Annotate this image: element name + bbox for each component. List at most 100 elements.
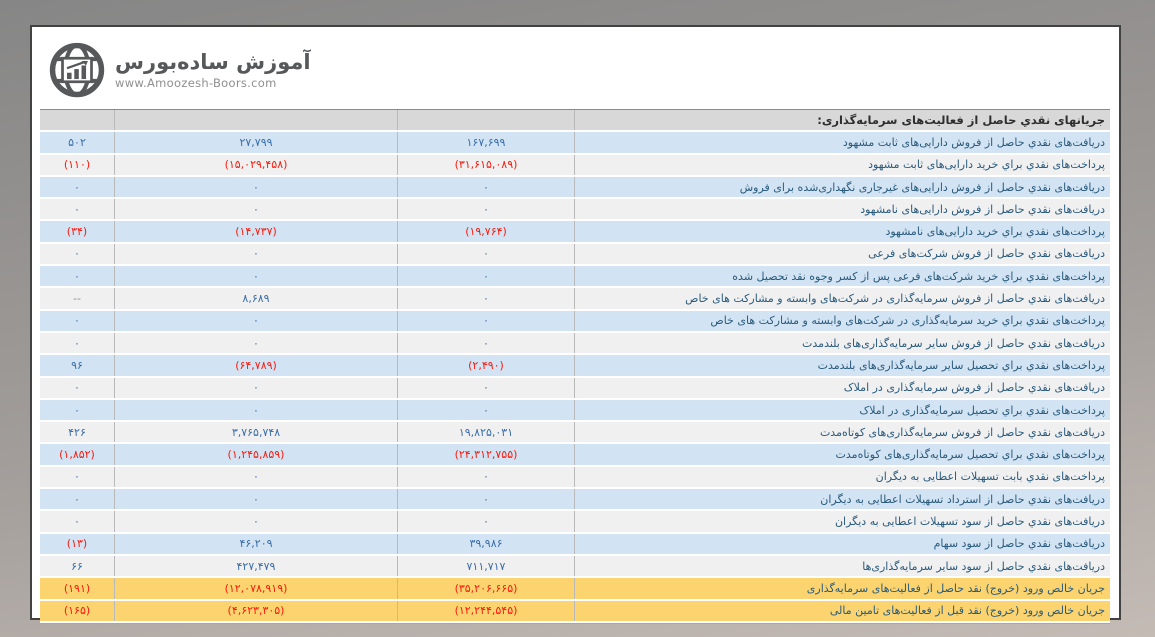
table-row: (۱۹۱) (۱۲,۰۷۸,۹۱۹) (۳۵,۲۰۶,۶۶۵) جریان خا…: [40, 578, 1110, 601]
value-cell-left: (۱۹۱): [40, 578, 115, 599]
value-cell-left: ۰: [40, 199, 115, 220]
table-row: ۴۲۶ ۳,۷۶۵,۷۴۸ ۱۹,۸۲۵,۰۳۱ دریافت‌های نقدي…: [40, 422, 1110, 445]
table-row: -- ۸,۶۸۹ ۰ دریافت‌های نقدي حاصل از فروش …: [40, 288, 1110, 311]
value-cell-right: (۲۴,۳۱۲,۷۵۵): [398, 444, 575, 465]
value-cell-right: (۳۵,۲۰۶,۶۶۵): [398, 578, 575, 599]
value-cell-middle: ۰: [115, 466, 398, 488]
value-cell-left: ۰: [40, 243, 115, 265]
value-cell-left: ۴۲۶: [40, 422, 115, 443]
table-row: (۱۳) ۴۶,۲۰۹ ۳۹,۹۸۶ دریافت‌های نقدي حاصل …: [40, 533, 1110, 556]
table-row: ۰ ۰ ۰ دریافت‌های نقدي حاصل از سود تسهیلا…: [40, 511, 1110, 534]
value-cell-right: ۰: [398, 489, 575, 510]
value-cell-right: ۰: [398, 288, 575, 309]
value-cell-middle: ۰: [115, 332, 398, 354]
value-cell-right: ۰: [398, 511, 575, 532]
row-label: پرداخت‌های نقدي براي خرید دارایی‌های ثاب…: [575, 154, 1110, 175]
value-cell-middle: (۱۵,۰۲۹,۴۵۸): [115, 154, 398, 175]
table-row: ۵۰۲ ۲۷,۷۹۹ ۱۶۷,۶۹۹ دریافت‌های نقدي حاصل …: [40, 132, 1110, 155]
value-cell-right: ۰: [398, 466, 575, 488]
value-cell-left: ۶۶: [40, 555, 115, 577]
value-cell-left: (۱۶۵): [40, 600, 115, 621]
row-label: پرداخت‌های نقدي براي خرید دارایی‌های نام…: [575, 221, 1110, 242]
value-cell-middle: ۴۲۷,۴۷۹: [115, 555, 398, 577]
table-row: (۳۴) (۱۴,۷۳۷) (۱۹,۷۶۴) پرداخت‌های نقدي ب…: [40, 221, 1110, 244]
site-logo: آموزش ساده‌بورس www.Amoozesh-Boors.com: [48, 41, 311, 99]
value-cell-right: (۳۱,۶۱۵,۰۸۹): [398, 154, 575, 175]
value-cell-middle: (۱۲,۰۷۸,۹۱۹): [115, 578, 398, 599]
table-body: ۵۰۲ ۲۷,۷۹۹ ۱۶۷,۶۹۹ دریافت‌های نقدي حاصل …: [40, 132, 1110, 623]
row-label: دریافت‌های نقدي حاصل از فروش شرکت‌های فر…: [575, 243, 1110, 265]
row-label: دریافت‌های نقدي حاصل از سود سهام: [575, 533, 1110, 554]
table-row: (۱,۸۵۲) (۱,۲۴۵,۸۵۹) (۲۴,۳۱۲,۷۵۵) پرداخت‌…: [40, 444, 1110, 467]
value-cell-left: (۱,۸۵۲): [40, 444, 115, 465]
value-cell-right: ۰: [398, 310, 575, 331]
table-row: (۱۶۵) (۴,۶۲۳,۳۰۵) (۱۲,۲۴۴,۵۴۵) جریان خال…: [40, 600, 1110, 623]
table-row: ۰ ۰ ۰ دریافت‌های نقدي حاصل از استرداد تس…: [40, 489, 1110, 512]
table-title: جریانهای نقدي حاصل از فعالیت‌های سرمایه‌…: [575, 110, 1110, 131]
row-label: دریافت‌های نقدي حاصل از سود سایر سرمایه‌…: [575, 555, 1110, 577]
row-label: دریافت‌های نقدي حاصل از فروش دارایی‌های …: [575, 199, 1110, 220]
value-cell-middle: ۰: [115, 199, 398, 220]
value-cell-middle: ۳,۷۶۵,۷۴۸: [115, 422, 398, 443]
value-cell-middle: (۱۴,۷۳۷): [115, 221, 398, 242]
value-cell-right: ۰: [398, 176, 575, 198]
table-row: ۰ ۰ ۰ دریافت‌های نقدي حاصل از فروش دارای…: [40, 176, 1110, 200]
value-cell-left: ۰: [40, 466, 115, 488]
row-label: دریافت‌های نقدي حاصل از فروش دارایی‌های …: [575, 176, 1110, 198]
row-label: جریان خالص ورود (خروج) نقد قبل از فعالیت…: [575, 600, 1110, 621]
header-cell-empty-2: [115, 110, 398, 131]
value-cell-middle: ۰: [115, 377, 398, 398]
row-label: دریافت‌های نقدي حاصل از فروش دارایی‌های …: [575, 132, 1110, 153]
value-cell-left: ۰: [40, 310, 115, 331]
value-cell-right: ۱۶۷,۶۹۹: [398, 132, 575, 153]
value-cell-left: ۰: [40, 176, 115, 198]
value-cell-middle: ۸,۶۸۹: [115, 288, 398, 309]
table-row: (۱۱۰) (۱۵,۰۲۹,۴۵۸) (۳۱,۶۱۵,۰۸۹) پرداخت‌ه…: [40, 154, 1110, 177]
value-cell-middle: (۶۴,۷۸۹): [115, 355, 398, 376]
value-cell-middle: (۱,۲۴۵,۸۵۹): [115, 444, 398, 465]
table-row: ۶۶ ۴۲۷,۴۷۹ ۷۱۱,۷۱۷ دریافت‌های نقدي حاصل …: [40, 555, 1110, 579]
value-cell-middle: ۰: [115, 489, 398, 510]
value-cell-left: (۱۳): [40, 533, 115, 554]
row-label: پرداخت‌های نقدي براي تحصیل سرمایه‌گذاری‌…: [575, 444, 1110, 465]
row-label: پرداخت‌های نقدي براي تحصیل سایر سرمایه‌گ…: [575, 355, 1110, 376]
row-label: دریافت‌های نقدي حاصل از فروش سرمایه‌گذار…: [575, 422, 1110, 443]
value-cell-right: (۱۹,۷۶۴): [398, 221, 575, 242]
report-sheet: آموزش ساده‌بورس www.Amoozesh-Boors.com ج…: [30, 25, 1121, 624]
table-header-row: جریانهای نقدي حاصل از فعالیت‌های سرمایه‌…: [40, 110, 1110, 133]
value-cell-left: ۹۶: [40, 355, 115, 376]
row-label: دریافت‌های نقدي حاصل از فروش سایر سرمایه…: [575, 332, 1110, 354]
value-cell-right: (۱۲,۲۴۴,۵۴۵): [398, 600, 575, 621]
value-cell-right: ۱۹,۸۲۵,۰۳۱: [398, 422, 575, 443]
value-cell-right: ۰: [398, 243, 575, 265]
header-cell-empty-1: [40, 110, 115, 131]
row-label: دریافت‌های نقدي حاصل از استرداد تسهیلات …: [575, 489, 1110, 510]
value-cell-middle: ۰: [115, 511, 398, 532]
logo-website-url: www.Amoozesh-Boors.com: [115, 76, 277, 91]
value-cell-left: ۰: [40, 399, 115, 421]
table-row: ۰ ۰ ۰ دریافت‌های نقدي حاصل از فروش دارای…: [40, 199, 1110, 222]
row-label: جریان خالص ورود (خروج) نقد حاصل از فعالی…: [575, 578, 1110, 599]
row-label: پرداخت‌های نقدي براي خرید شرکت‌های فرعی …: [575, 266, 1110, 287]
value-cell-middle: ۲۷,۷۹۹: [115, 132, 398, 153]
table-row: ۰ ۰ ۰ پرداخت‌های نقدي براي تحصیل سرمایه‌…: [40, 399, 1110, 423]
row-label: دریافت‌های نقدي حاصل از فروش سرمایه‌گذار…: [575, 288, 1110, 309]
value-cell-right: ۷۱۱,۷۱۷: [398, 555, 575, 577]
row-label: دریافت‌های نقدي حاصل از سود تسهیلات اعطا…: [575, 511, 1110, 532]
value-cell-middle: ۰: [115, 399, 398, 421]
value-cell-right: (۲,۴۹۰): [398, 355, 575, 376]
value-cell-middle: (۴,۶۲۳,۳۰۵): [115, 600, 398, 621]
row-label: پرداخت‌های نقدي براي تحصیل سرمایه‌گذاری …: [575, 399, 1110, 421]
logo-text: آموزش ساده‌بورس www.Amoozesh-Boors.com: [115, 50, 311, 90]
value-cell-middle: ۴۶,۲۰۹: [115, 533, 398, 554]
value-cell-middle: ۰: [115, 243, 398, 265]
row-label: پرداخت‌های نقدي بابت تسهیلات اعطایی به د…: [575, 466, 1110, 488]
value-cell-right: ۰: [398, 199, 575, 220]
table-row: ۰ ۰ ۰ دریافت‌های نقدي حاصل از فروش سرمای…: [40, 377, 1110, 400]
header-cell-empty-3: [398, 110, 575, 131]
row-label: دریافت‌های نقدي حاصل از فروش سرمایه‌گذار…: [575, 377, 1110, 398]
value-cell-left: ۰: [40, 511, 115, 532]
table-row: ۰ ۰ ۰ پرداخت‌های نقدي براي خرید شرکت‌های…: [40, 266, 1110, 289]
table-row: ۰ ۰ ۰ دریافت‌های نقدي حاصل از فروش شرکت‌…: [40, 243, 1110, 267]
